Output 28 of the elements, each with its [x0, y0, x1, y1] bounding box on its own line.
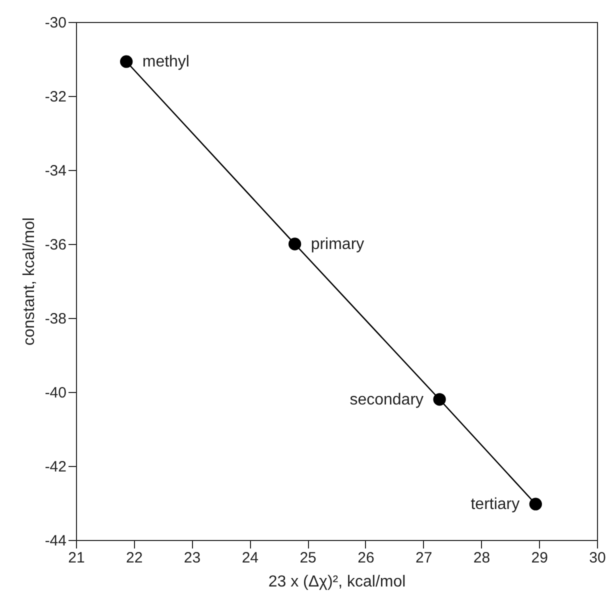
x-tick-label: 30: [589, 550, 606, 566]
x-axis-title: 23 x (Δχ)², kcal/mol: [268, 574, 406, 590]
x-tick-label: 25: [300, 550, 316, 566]
annotation: primary: [310, 236, 364, 253]
point: [120, 55, 133, 68]
point: [529, 498, 542, 510]
y-tick-label: -44: [44, 532, 66, 550]
annotation: secondary: [350, 391, 424, 408]
y-tick-label: -34: [44, 162, 66, 180]
y-tick-label: -42: [44, 458, 66, 476]
x-tick-label: 29: [531, 550, 548, 566]
y-tick-label: -36: [44, 236, 66, 254]
x-tick-label: 26: [358, 550, 374, 566]
y-axis-title: constant, kcal/mol: [20, 217, 38, 346]
x-tick-label: 22: [126, 550, 143, 566]
y-tick-label: -32: [44, 88, 66, 106]
y-tick-label: -40: [44, 384, 66, 402]
x-tick-label: 24: [242, 550, 259, 566]
x-tick-label: 23: [184, 550, 201, 566]
y-tick-label: -38: [44, 310, 66, 328]
annotation: tertiary: [470, 496, 520, 514]
annotation: methyl: [142, 54, 190, 71]
point: [433, 393, 446, 406]
x-tick-label: 27: [415, 550, 432, 566]
point: [288, 238, 302, 250]
x-tick-label: 28: [473, 550, 490, 566]
y-tick-label: -30: [44, 14, 66, 32]
x-tick-label: 21: [68, 550, 85, 566]
